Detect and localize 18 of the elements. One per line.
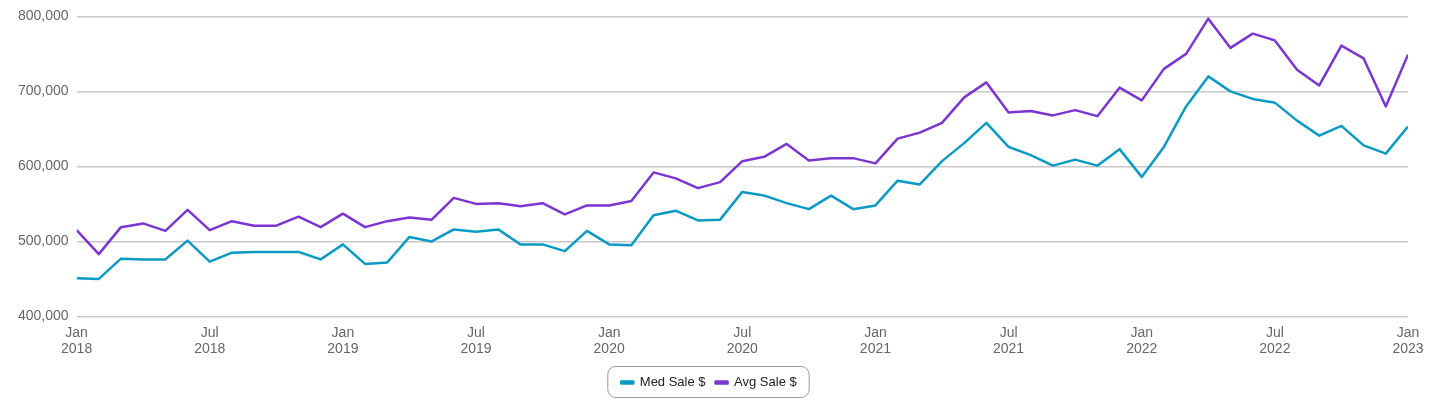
legend-label: Avg Sale $ [734,374,798,390]
y-tick-label: 400,000 [18,307,69,324]
x-tick-label: Jul 2020 [726,323,759,357]
y-tick-label: 500,000 [18,232,69,249]
x-tick-label: Jul 2019 [460,323,492,357]
y-tick-label: 700,000 [18,82,69,99]
x-tick-label: Jan 2021 [859,323,892,357]
y-tick-label: 600,000 [18,157,69,174]
x-tick-label: Jul 2021 [993,323,1025,357]
x-tick-label: Jan 2023 [1392,323,1424,357]
x-tick-label: Jan 2022 [1126,323,1158,357]
legend-label: Med Sale $ [639,374,707,390]
x-tick-label: Jan 2020 [593,323,625,357]
x-tick-label: Jul 2022 [1259,323,1291,357]
x-tick-label: Jul 2018 [194,323,226,357]
x-tick-label: Jan 2019 [327,323,359,357]
y-tick-label: 800,000 [18,7,69,24]
x-tick-label: Jan 2018 [61,323,93,357]
